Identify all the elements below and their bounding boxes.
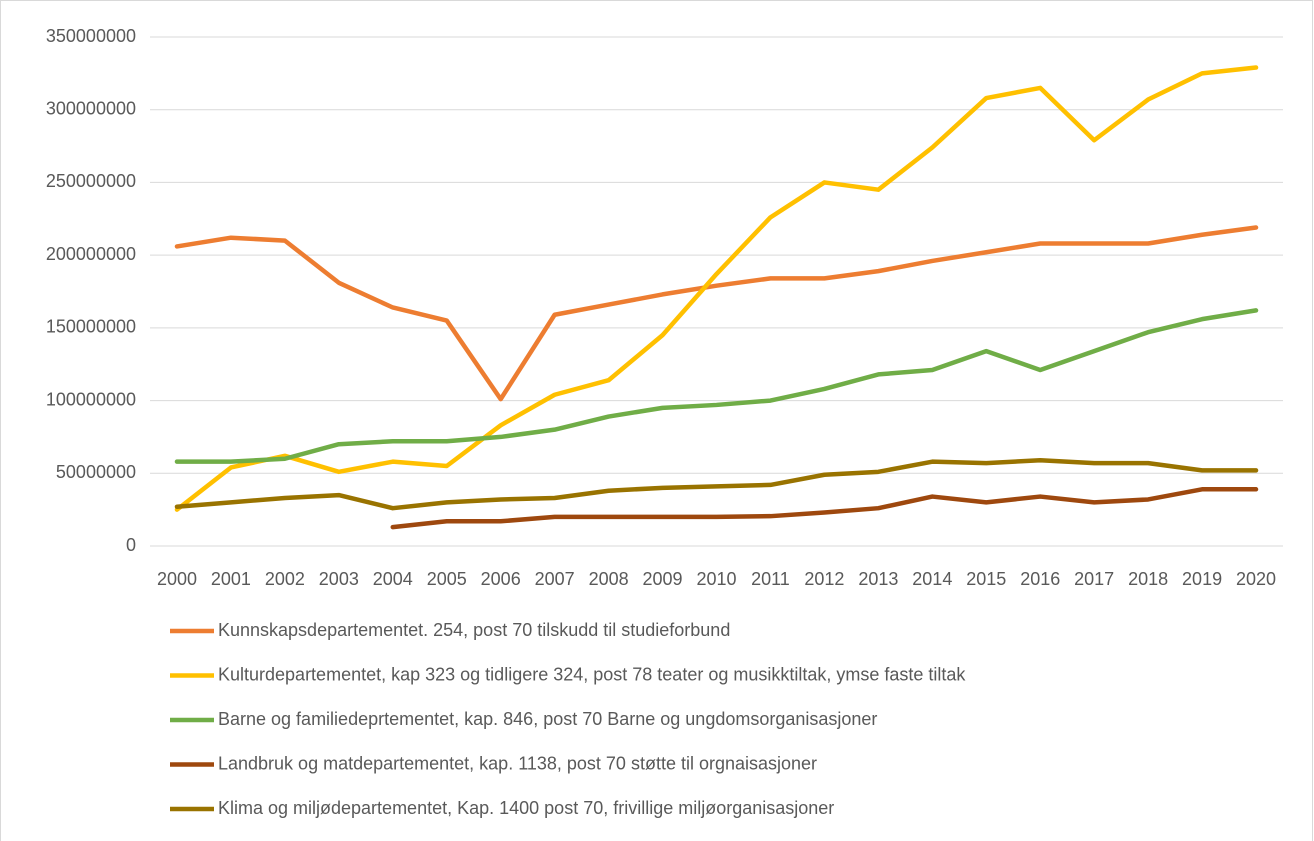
legend-label: Barne og familiedeprtementet, kap. 846, … xyxy=(218,709,877,729)
x-tick-label: 2012 xyxy=(804,569,844,589)
y-tick-label: 0 xyxy=(126,535,136,555)
series-line xyxy=(174,65,1259,512)
x-tick-label: 2014 xyxy=(912,569,952,589)
x-tick-label: 2019 xyxy=(1182,569,1222,589)
y-tick-label: 350000000 xyxy=(46,26,136,46)
x-tick-label: 2001 xyxy=(211,569,251,589)
x-tick-label: 2009 xyxy=(643,569,683,589)
legend-label: Kulturdepartementet, kap 323 og tidliger… xyxy=(218,664,966,684)
y-tick-label: 300000000 xyxy=(46,98,136,118)
y-tick-label: 250000000 xyxy=(46,171,136,191)
legend-label: Klima og miljødepartementet, Kap. 1400 p… xyxy=(218,798,834,818)
legend-label: Landbruk og matdepartementet, kap. 1138,… xyxy=(218,753,817,773)
x-tick-label: 2000 xyxy=(157,569,197,589)
y-tick-label: 150000000 xyxy=(46,317,136,337)
x-tick-label: 2017 xyxy=(1074,569,1114,589)
legend-label: Kunnskapsdepartementet. 254, post 70 til… xyxy=(218,620,730,640)
y-tick-label: 200000000 xyxy=(46,244,136,264)
series-line xyxy=(390,487,1259,530)
x-tick-label: 2010 xyxy=(696,569,736,589)
x-tick-label: 2018 xyxy=(1128,569,1168,589)
x-tick-label: 2007 xyxy=(535,569,575,589)
x-tick-label: 2004 xyxy=(373,569,413,589)
x-tick-label: 2011 xyxy=(751,569,790,589)
series-line xyxy=(174,457,1259,511)
x-tick-label: 2008 xyxy=(589,569,629,589)
x-tick-label: 2005 xyxy=(427,569,467,589)
series-line xyxy=(174,308,1259,464)
y-tick-label: 50000000 xyxy=(56,462,136,482)
x-tick-label: 2002 xyxy=(265,569,305,589)
y-tick-label: 100000000 xyxy=(46,389,136,409)
x-tick-label: 2006 xyxy=(481,569,521,589)
x-tick-label: 2003 xyxy=(319,569,359,589)
x-tick-label: 2016 xyxy=(1020,569,1060,589)
x-tick-label: 2015 xyxy=(966,569,1006,589)
series-line xyxy=(174,225,1259,402)
x-tick-label: 2020 xyxy=(1236,569,1276,589)
x-tick-label: 2013 xyxy=(858,569,898,589)
